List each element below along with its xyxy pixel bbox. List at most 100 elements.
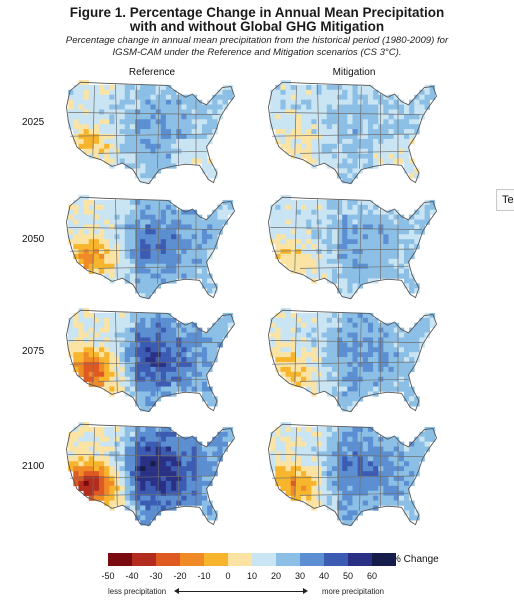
map-cell xyxy=(119,485,126,492)
state-border xyxy=(299,265,409,269)
map-cell xyxy=(270,89,276,96)
map-cell xyxy=(367,371,374,378)
map-cell xyxy=(222,99,229,105)
state-border xyxy=(115,199,118,280)
map-cell xyxy=(129,209,136,215)
map-cell xyxy=(150,109,156,115)
map-cell xyxy=(129,312,136,319)
map-cell xyxy=(135,239,141,245)
map-cell xyxy=(88,124,95,130)
map-cell xyxy=(135,342,141,348)
map-cell xyxy=(83,224,90,230)
map-cell xyxy=(398,224,405,230)
map-cell xyxy=(409,515,415,521)
map-cell xyxy=(212,441,218,447)
map-cell xyxy=(357,219,364,225)
map-cell xyxy=(306,99,312,105)
map-cell xyxy=(306,342,312,348)
map-cell xyxy=(114,352,120,358)
map-cell xyxy=(337,239,343,245)
map-cell xyxy=(337,94,343,100)
map-cell xyxy=(342,268,348,274)
map-cell xyxy=(181,471,187,477)
map-cell xyxy=(347,168,353,174)
map-cell xyxy=(160,451,167,457)
map-cell xyxy=(326,495,333,501)
map-cell xyxy=(78,249,84,255)
map-cell xyxy=(398,273,405,279)
map-cell xyxy=(129,234,136,240)
map-cell xyxy=(419,337,425,343)
map-cell xyxy=(326,153,333,159)
map-cell xyxy=(409,386,415,392)
map-cell xyxy=(306,124,312,130)
map-cell xyxy=(135,495,141,501)
map-cell xyxy=(393,332,400,338)
map-cell xyxy=(88,362,95,368)
map-cell xyxy=(145,426,151,433)
map-cell xyxy=(227,84,234,91)
map-cell xyxy=(145,263,151,269)
map-cell xyxy=(316,461,322,467)
map-cell xyxy=(378,119,384,125)
map-cell xyxy=(99,317,105,324)
map-cell xyxy=(171,209,177,215)
map-cell xyxy=(145,317,151,324)
map-cell xyxy=(342,441,348,447)
map-cell xyxy=(409,391,415,397)
map-cell xyxy=(155,109,162,115)
map-cell xyxy=(93,253,100,260)
map-cell xyxy=(140,224,146,230)
map-cell xyxy=(316,337,322,343)
map-cell xyxy=(150,138,156,145)
side-tab[interactable]: Te xyxy=(496,189,514,211)
map-cell xyxy=(83,317,90,324)
map-cell xyxy=(306,158,312,164)
map-cell xyxy=(186,214,192,220)
map-cell xyxy=(403,386,410,392)
map-cell xyxy=(171,451,177,457)
map-cell xyxy=(201,446,208,452)
map-cell xyxy=(150,446,156,452)
map-cell xyxy=(145,173,151,179)
map-cell xyxy=(176,381,182,387)
map-cell xyxy=(217,441,223,447)
map-cell xyxy=(337,263,343,269)
map-cell xyxy=(83,431,90,438)
map-cell xyxy=(201,129,208,135)
map-cell xyxy=(342,490,348,496)
map-cell xyxy=(367,239,374,245)
map-cell xyxy=(388,153,394,159)
map-cell xyxy=(135,283,141,289)
state-border xyxy=(359,428,362,511)
map-cell xyxy=(83,376,90,382)
map-cell xyxy=(326,485,333,492)
map-cell xyxy=(388,362,394,368)
map-cell xyxy=(347,89,353,96)
map-cell xyxy=(347,244,353,250)
map-cell xyxy=(73,312,79,319)
map-cell xyxy=(383,490,389,496)
map-cell xyxy=(181,357,187,363)
map-cell xyxy=(301,347,307,353)
map-cell xyxy=(337,173,343,179)
map-cell xyxy=(403,273,410,279)
map-cell xyxy=(311,381,317,387)
map-cell xyxy=(88,332,95,338)
arrow-line xyxy=(177,591,305,592)
map-cell xyxy=(119,312,126,319)
map-cell xyxy=(362,89,369,96)
map-cell xyxy=(109,109,115,115)
map-cell xyxy=(119,119,126,125)
map-cell xyxy=(114,362,120,368)
map-cell xyxy=(362,258,369,265)
map-cell xyxy=(160,342,167,348)
map-cell xyxy=(171,381,177,387)
map-cell xyxy=(295,371,302,378)
map-cell xyxy=(181,466,187,472)
map-cell xyxy=(409,401,415,407)
map-cell xyxy=(129,317,136,324)
map-cell xyxy=(68,451,74,457)
map-cell xyxy=(83,426,90,433)
map-cell xyxy=(124,441,131,447)
